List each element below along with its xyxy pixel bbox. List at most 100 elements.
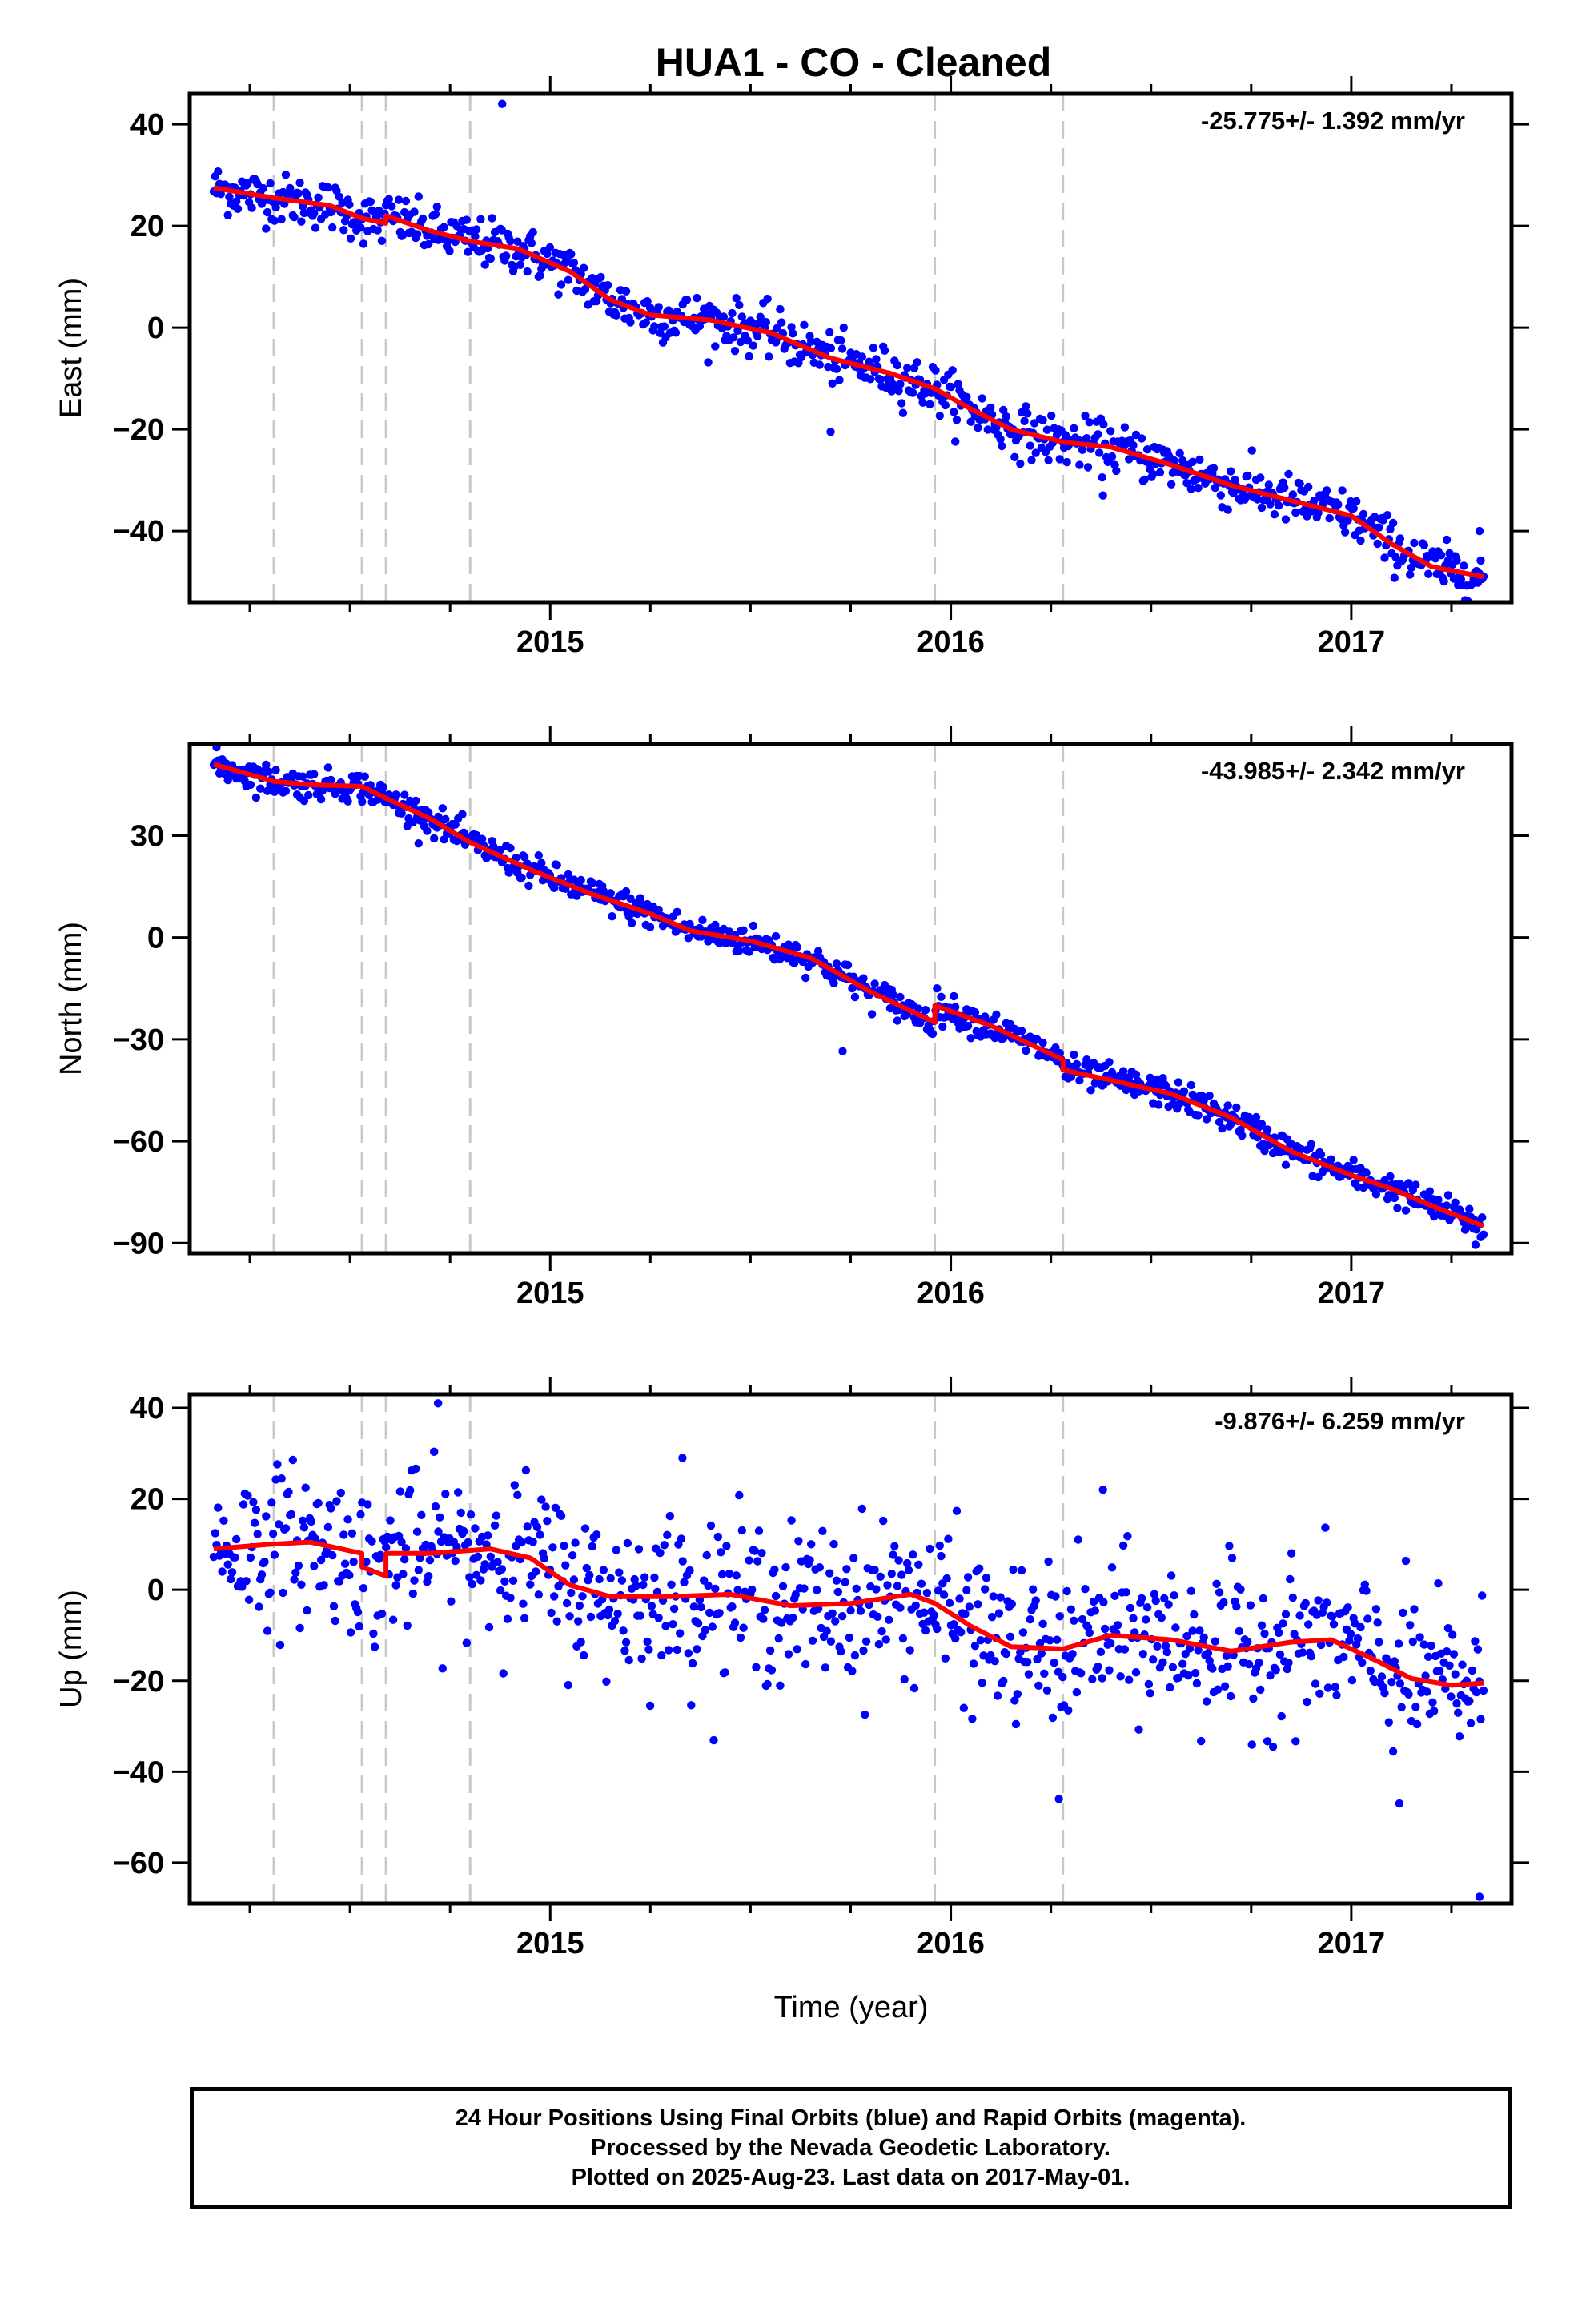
data-point bbox=[441, 814, 450, 824]
data-point bbox=[1026, 1615, 1034, 1624]
data-point bbox=[1356, 536, 1365, 545]
data-point bbox=[969, 1659, 978, 1668]
data-point bbox=[275, 1640, 285, 1650]
data-point bbox=[356, 223, 365, 232]
data-point bbox=[777, 1618, 786, 1627]
data-point bbox=[288, 1455, 297, 1465]
data-point bbox=[1373, 539, 1382, 549]
data-point bbox=[513, 1490, 522, 1500]
data-point bbox=[759, 1614, 768, 1623]
data-point bbox=[456, 1508, 465, 1518]
data-point bbox=[800, 320, 809, 329]
data-point bbox=[808, 1636, 817, 1645]
data-point bbox=[527, 239, 536, 247]
data-point bbox=[391, 1581, 400, 1590]
data-point bbox=[669, 1604, 679, 1614]
data-point bbox=[472, 225, 481, 234]
data-point bbox=[937, 1551, 946, 1561]
data-point bbox=[343, 797, 352, 806]
y-axis-label: Up (mm) bbox=[54, 1590, 88, 1708]
data-point bbox=[307, 1517, 315, 1526]
data-point bbox=[259, 183, 267, 193]
data-point bbox=[657, 1651, 666, 1660]
data-point bbox=[1380, 1689, 1389, 1698]
data-point bbox=[462, 215, 471, 224]
data-point bbox=[438, 804, 447, 813]
data-point bbox=[382, 1542, 391, 1552]
data-point bbox=[904, 1566, 913, 1574]
data-point bbox=[1223, 505, 1232, 514]
data-point bbox=[905, 1646, 914, 1655]
data-point bbox=[328, 1550, 337, 1560]
data-point bbox=[1406, 570, 1415, 579]
data-point bbox=[612, 311, 620, 320]
data-point bbox=[1007, 1599, 1017, 1609]
data-point bbox=[920, 1608, 929, 1617]
data-point bbox=[1345, 1636, 1354, 1645]
data-point bbox=[541, 1502, 550, 1511]
data-point bbox=[885, 1615, 893, 1625]
data-point bbox=[246, 1553, 255, 1562]
data-point bbox=[440, 223, 448, 231]
data-point bbox=[1343, 516, 1352, 525]
data-point bbox=[493, 1558, 502, 1566]
data-point bbox=[1268, 1743, 1278, 1751]
data-point bbox=[760, 1606, 769, 1614]
data-point bbox=[604, 1605, 614, 1614]
data-point bbox=[948, 366, 957, 375]
data-point bbox=[406, 1486, 415, 1495]
data-point bbox=[701, 1626, 710, 1634]
data-point bbox=[473, 1552, 483, 1562]
data-point bbox=[832, 364, 841, 373]
data-point bbox=[715, 1609, 724, 1618]
data-point bbox=[1214, 1685, 1223, 1694]
data-point bbox=[225, 192, 234, 201]
data-point bbox=[711, 1584, 720, 1594]
data-point bbox=[893, 1016, 902, 1025]
data-point bbox=[327, 775, 335, 785]
data-point bbox=[1010, 1696, 1019, 1705]
data-point bbox=[550, 1592, 559, 1601]
data-point bbox=[621, 287, 631, 296]
data-point bbox=[1451, 1670, 1460, 1679]
data-point bbox=[647, 1602, 656, 1610]
data-point bbox=[1236, 1585, 1245, 1594]
data-point bbox=[1447, 1692, 1456, 1701]
data-point bbox=[1144, 1679, 1154, 1689]
data-point bbox=[1386, 1172, 1395, 1181]
data-point bbox=[1266, 500, 1275, 509]
data-point bbox=[654, 1614, 663, 1622]
data-point bbox=[1153, 1642, 1162, 1651]
data-point bbox=[1301, 1598, 1310, 1608]
data-point bbox=[1149, 469, 1158, 479]
data-point bbox=[1129, 1614, 1138, 1623]
data-point bbox=[628, 919, 636, 927]
data-point bbox=[264, 767, 273, 776]
data-point bbox=[575, 1601, 584, 1610]
data-point bbox=[256, 784, 265, 793]
data-point bbox=[619, 1626, 628, 1635]
data-point bbox=[1479, 1230, 1488, 1239]
data-point bbox=[986, 1651, 995, 1660]
data-point bbox=[480, 1560, 489, 1569]
data-point bbox=[608, 912, 616, 921]
data-point bbox=[1443, 1624, 1453, 1633]
data-point bbox=[379, 782, 387, 792]
data-point bbox=[346, 1628, 355, 1637]
data-point bbox=[1295, 479, 1304, 489]
data-point bbox=[1142, 445, 1152, 454]
data-point bbox=[1197, 1736, 1206, 1746]
y-tick-label: −20 bbox=[113, 413, 164, 447]
data-point bbox=[1263, 1125, 1272, 1134]
y-tick-label: −20 bbox=[113, 1665, 164, 1699]
data-point bbox=[263, 207, 272, 217]
data-point bbox=[951, 437, 960, 446]
data-point bbox=[1256, 1685, 1265, 1695]
data-point bbox=[1373, 1618, 1382, 1627]
data-point bbox=[733, 1586, 742, 1594]
data-point bbox=[781, 1562, 790, 1572]
data-point bbox=[976, 1636, 986, 1645]
data-point bbox=[476, 1576, 485, 1585]
data-point bbox=[784, 1650, 793, 1659]
data-point bbox=[850, 992, 860, 1002]
